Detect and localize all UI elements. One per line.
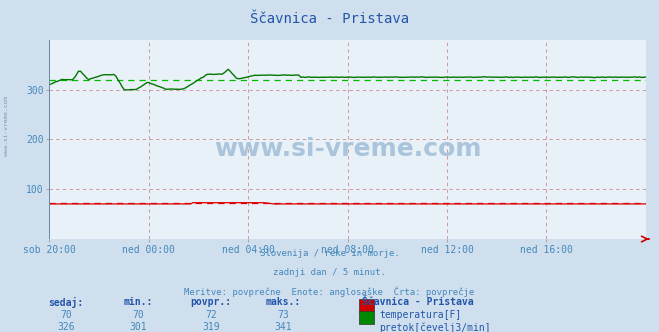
Text: www.si-vreme.com: www.si-vreme.com xyxy=(214,137,481,161)
Text: www.si-vreme.com: www.si-vreme.com xyxy=(4,96,9,156)
Text: 70: 70 xyxy=(132,310,144,320)
Text: min.:: min.: xyxy=(124,297,153,307)
Text: Ščavnica - Pristava: Ščavnica - Pristava xyxy=(250,12,409,26)
Text: 319: 319 xyxy=(202,322,219,332)
Text: zadnji dan / 5 minut.: zadnji dan / 5 minut. xyxy=(273,268,386,277)
Text: maks.:: maks.: xyxy=(266,297,301,307)
Text: 326: 326 xyxy=(57,322,74,332)
Text: 72: 72 xyxy=(205,310,217,320)
Text: sedaj:: sedaj: xyxy=(48,297,84,308)
Text: pretok[čevelj3/min]: pretok[čevelj3/min] xyxy=(379,322,490,332)
Text: povpr.:: povpr.: xyxy=(190,297,231,307)
Text: Slovenija / reke in morje.: Slovenija / reke in morje. xyxy=(260,249,399,258)
Text: 301: 301 xyxy=(130,322,147,332)
Text: Ščavnica - Pristava: Ščavnica - Pristava xyxy=(362,297,474,307)
Text: temperatura[F]: temperatura[F] xyxy=(379,310,461,320)
Text: 341: 341 xyxy=(275,322,292,332)
Text: 70: 70 xyxy=(60,310,72,320)
Text: 73: 73 xyxy=(277,310,289,320)
Text: Meritve: povprečne  Enote: anglosaške  Črta: povprečje: Meritve: povprečne Enote: anglosaške Črt… xyxy=(185,287,474,297)
